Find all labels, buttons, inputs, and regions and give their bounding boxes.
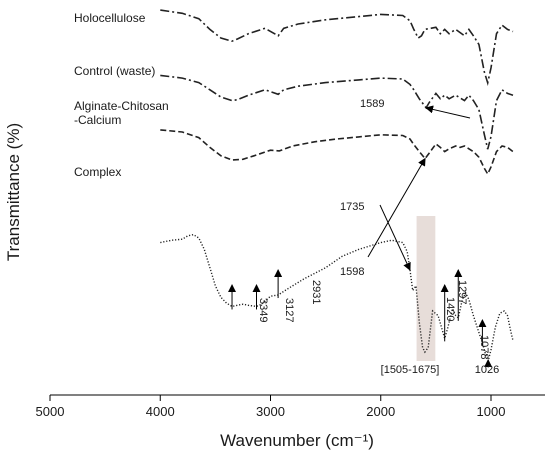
annotation-label: 3127 <box>283 298 295 322</box>
annotation-label: 1735 <box>340 201 364 213</box>
x-ticks: 5000 4000 3000 2000 1000 <box>36 395 506 419</box>
x-tick-label: 4000 <box>146 404 175 419</box>
annotation-label: 1078 <box>478 335 490 359</box>
series-label: Control (waste) <box>74 64 155 78</box>
annotation-label: 1420 <box>444 297 456 321</box>
annotation-label: 2931 <box>310 280 322 304</box>
annotation-label: 3349 <box>257 298 269 322</box>
shade-label: [1505-1675] <box>381 364 440 376</box>
series-label: Alginate-Chitosan -Calcium <box>74 99 169 127</box>
annotation-arrow <box>379 204 411 271</box>
annotation-label: 1589 <box>360 98 384 110</box>
x-tick-label: 3000 <box>256 404 285 419</box>
series-label: Complex <box>74 165 121 179</box>
y-axis-title: Transmittance (%) <box>4 123 23 261</box>
annotation-label: 1297 <box>456 280 468 304</box>
series-line-1 <box>160 9 514 87</box>
x-tick-label: 1000 <box>477 404 506 419</box>
series-label: Holocellulose <box>74 11 146 25</box>
shaded-region <box>416 216 436 361</box>
x-tick-label: 5000 <box>36 404 65 419</box>
series-line-2 <box>160 74 514 150</box>
annotation-label: 1026 <box>475 364 499 376</box>
x-axis-title: Wavenumber (cm⁻¹) <box>220 431 374 450</box>
annotation-arrow <box>425 105 471 119</box>
series-line-3 <box>160 129 514 176</box>
annotation-label: 1598 <box>340 266 364 278</box>
x-tick-label: 2000 <box>366 404 395 419</box>
annotation-arrow <box>367 157 426 258</box>
plot-area: Holocellulose Control (waste) Alginate-Chi… <box>74 9 514 364</box>
